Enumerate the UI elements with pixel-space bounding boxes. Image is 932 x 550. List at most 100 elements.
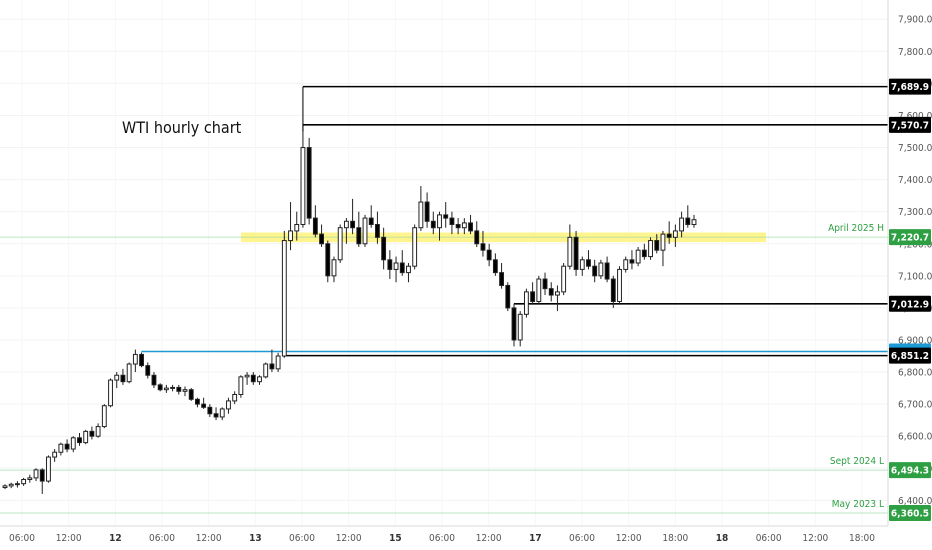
candlesticks	[2, 131, 697, 494]
candle-body	[33, 469, 39, 479]
candle-body	[461, 222, 467, 229]
candle-body	[182, 389, 188, 392]
candle-body	[114, 374, 120, 381]
candle-body	[648, 240, 653, 258]
candle-body	[101, 405, 107, 428]
candle-body	[306, 147, 312, 219]
candle-body	[586, 259, 591, 267]
candle-body	[623, 259, 629, 270]
level-price-tag	[889, 116, 931, 133]
time-tick-label: 12:00	[196, 533, 222, 544]
price-tick-label: 6,600.0	[898, 432, 932, 443]
candle-body	[517, 313, 523, 341]
candle-body	[604, 262, 610, 280]
candle-body	[319, 233, 324, 245]
level-price-tag	[889, 78, 931, 95]
level-price-tag-label: 7,012.9	[891, 299, 929, 310]
candle-body	[368, 217, 374, 226]
candle-body	[592, 265, 598, 277]
candle-body	[89, 430, 95, 437]
level-price-tag	[889, 295, 931, 312]
candle-body	[486, 249, 492, 261]
candle-body	[492, 259, 498, 274]
candle-body	[207, 406, 213, 415]
candle-body	[39, 469, 45, 482]
candle-body	[387, 259, 393, 270]
candle-body	[536, 278, 542, 302]
candle-body	[542, 278, 548, 290]
price-tick-label: 7,800.0	[898, 47, 932, 58]
candle-body	[188, 389, 194, 400]
gridlines	[0, 18, 888, 501]
candle-body	[176, 386, 182, 392]
candle-body	[269, 363, 275, 370]
candle-body	[132, 353, 138, 365]
candle-body	[58, 443, 64, 453]
candle-body	[70, 437, 76, 450]
time-tick-label: 06:00	[429, 533, 455, 544]
candle-body	[294, 224, 300, 232]
candle-body	[523, 291, 529, 315]
candle-body	[331, 259, 337, 277]
chart-title: WTI hourly chart	[122, 118, 242, 137]
candle-body	[83, 430, 89, 444]
candle-body	[505, 284, 511, 309]
level-price-tag-label: 6,494.3	[891, 466, 929, 477]
candle-body	[579, 259, 585, 270]
candle-body	[412, 227, 418, 267]
candle-body	[238, 376, 244, 395]
level-price-tag-label: 7,689.9	[891, 82, 929, 93]
candle-body	[244, 374, 250, 378]
candle-body	[474, 230, 480, 245]
candle-body	[300, 147, 306, 226]
candle-body	[666, 233, 672, 238]
candle-body	[548, 288, 554, 296]
candle-body	[511, 307, 517, 341]
price-tick-label: 7,400.0	[898, 175, 932, 186]
time-tick-label: 06:00	[149, 533, 175, 544]
candle-body	[126, 363, 132, 383]
time-tick-label: 18:00	[849, 533, 875, 544]
candle-body	[610, 278, 616, 302]
candle-body	[213, 413, 219, 418]
level-price-tag	[889, 229, 931, 246]
candle-body	[598, 262, 604, 277]
candle-body	[170, 386, 176, 389]
candle-body	[257, 376, 262, 383]
candle-body	[201, 403, 207, 408]
time-tick-label: 06:00	[756, 533, 782, 544]
candle-body	[437, 214, 442, 229]
time-tick-label: 12:00	[616, 533, 642, 544]
price-tick-label: 7,900.0	[898, 15, 932, 26]
candle-body	[679, 217, 685, 232]
candle-body	[641, 249, 647, 258]
time-tick-label: 13	[249, 533, 262, 544]
level-price-tag-label: 7,220.7	[891, 233, 929, 244]
candle-body	[406, 265, 411, 274]
candle-body	[145, 365, 151, 376]
candle-body	[288, 230, 293, 242]
price-tick-label: 7,500.0	[898, 143, 932, 154]
time-tick-label: 06:00	[289, 533, 315, 544]
price-tick-label: 7,300.0	[898, 207, 932, 218]
candle-body	[325, 243, 331, 277]
candle-body	[157, 384, 163, 391]
candle-body	[343, 220, 349, 229]
candle-body	[443, 214, 449, 219]
time-tick-label: 12:00	[802, 533, 828, 544]
candle-body	[468, 222, 473, 232]
candle-body	[654, 240, 660, 251]
candle-body	[14, 483, 20, 486]
level-price-tag	[889, 505, 931, 522]
candle-body	[46, 456, 51, 482]
price-tick-label: 6,400.0	[898, 496, 932, 507]
candle-body	[691, 219, 697, 226]
time-tick-label: 12:00	[56, 533, 82, 544]
candle-body	[108, 379, 113, 407]
candle-body	[337, 227, 343, 261]
candle-body	[573, 236, 579, 270]
candle-body	[350, 220, 356, 229]
level-lines: April 2025 H Sept 2024 L May 2023 L	[0, 85, 888, 514]
